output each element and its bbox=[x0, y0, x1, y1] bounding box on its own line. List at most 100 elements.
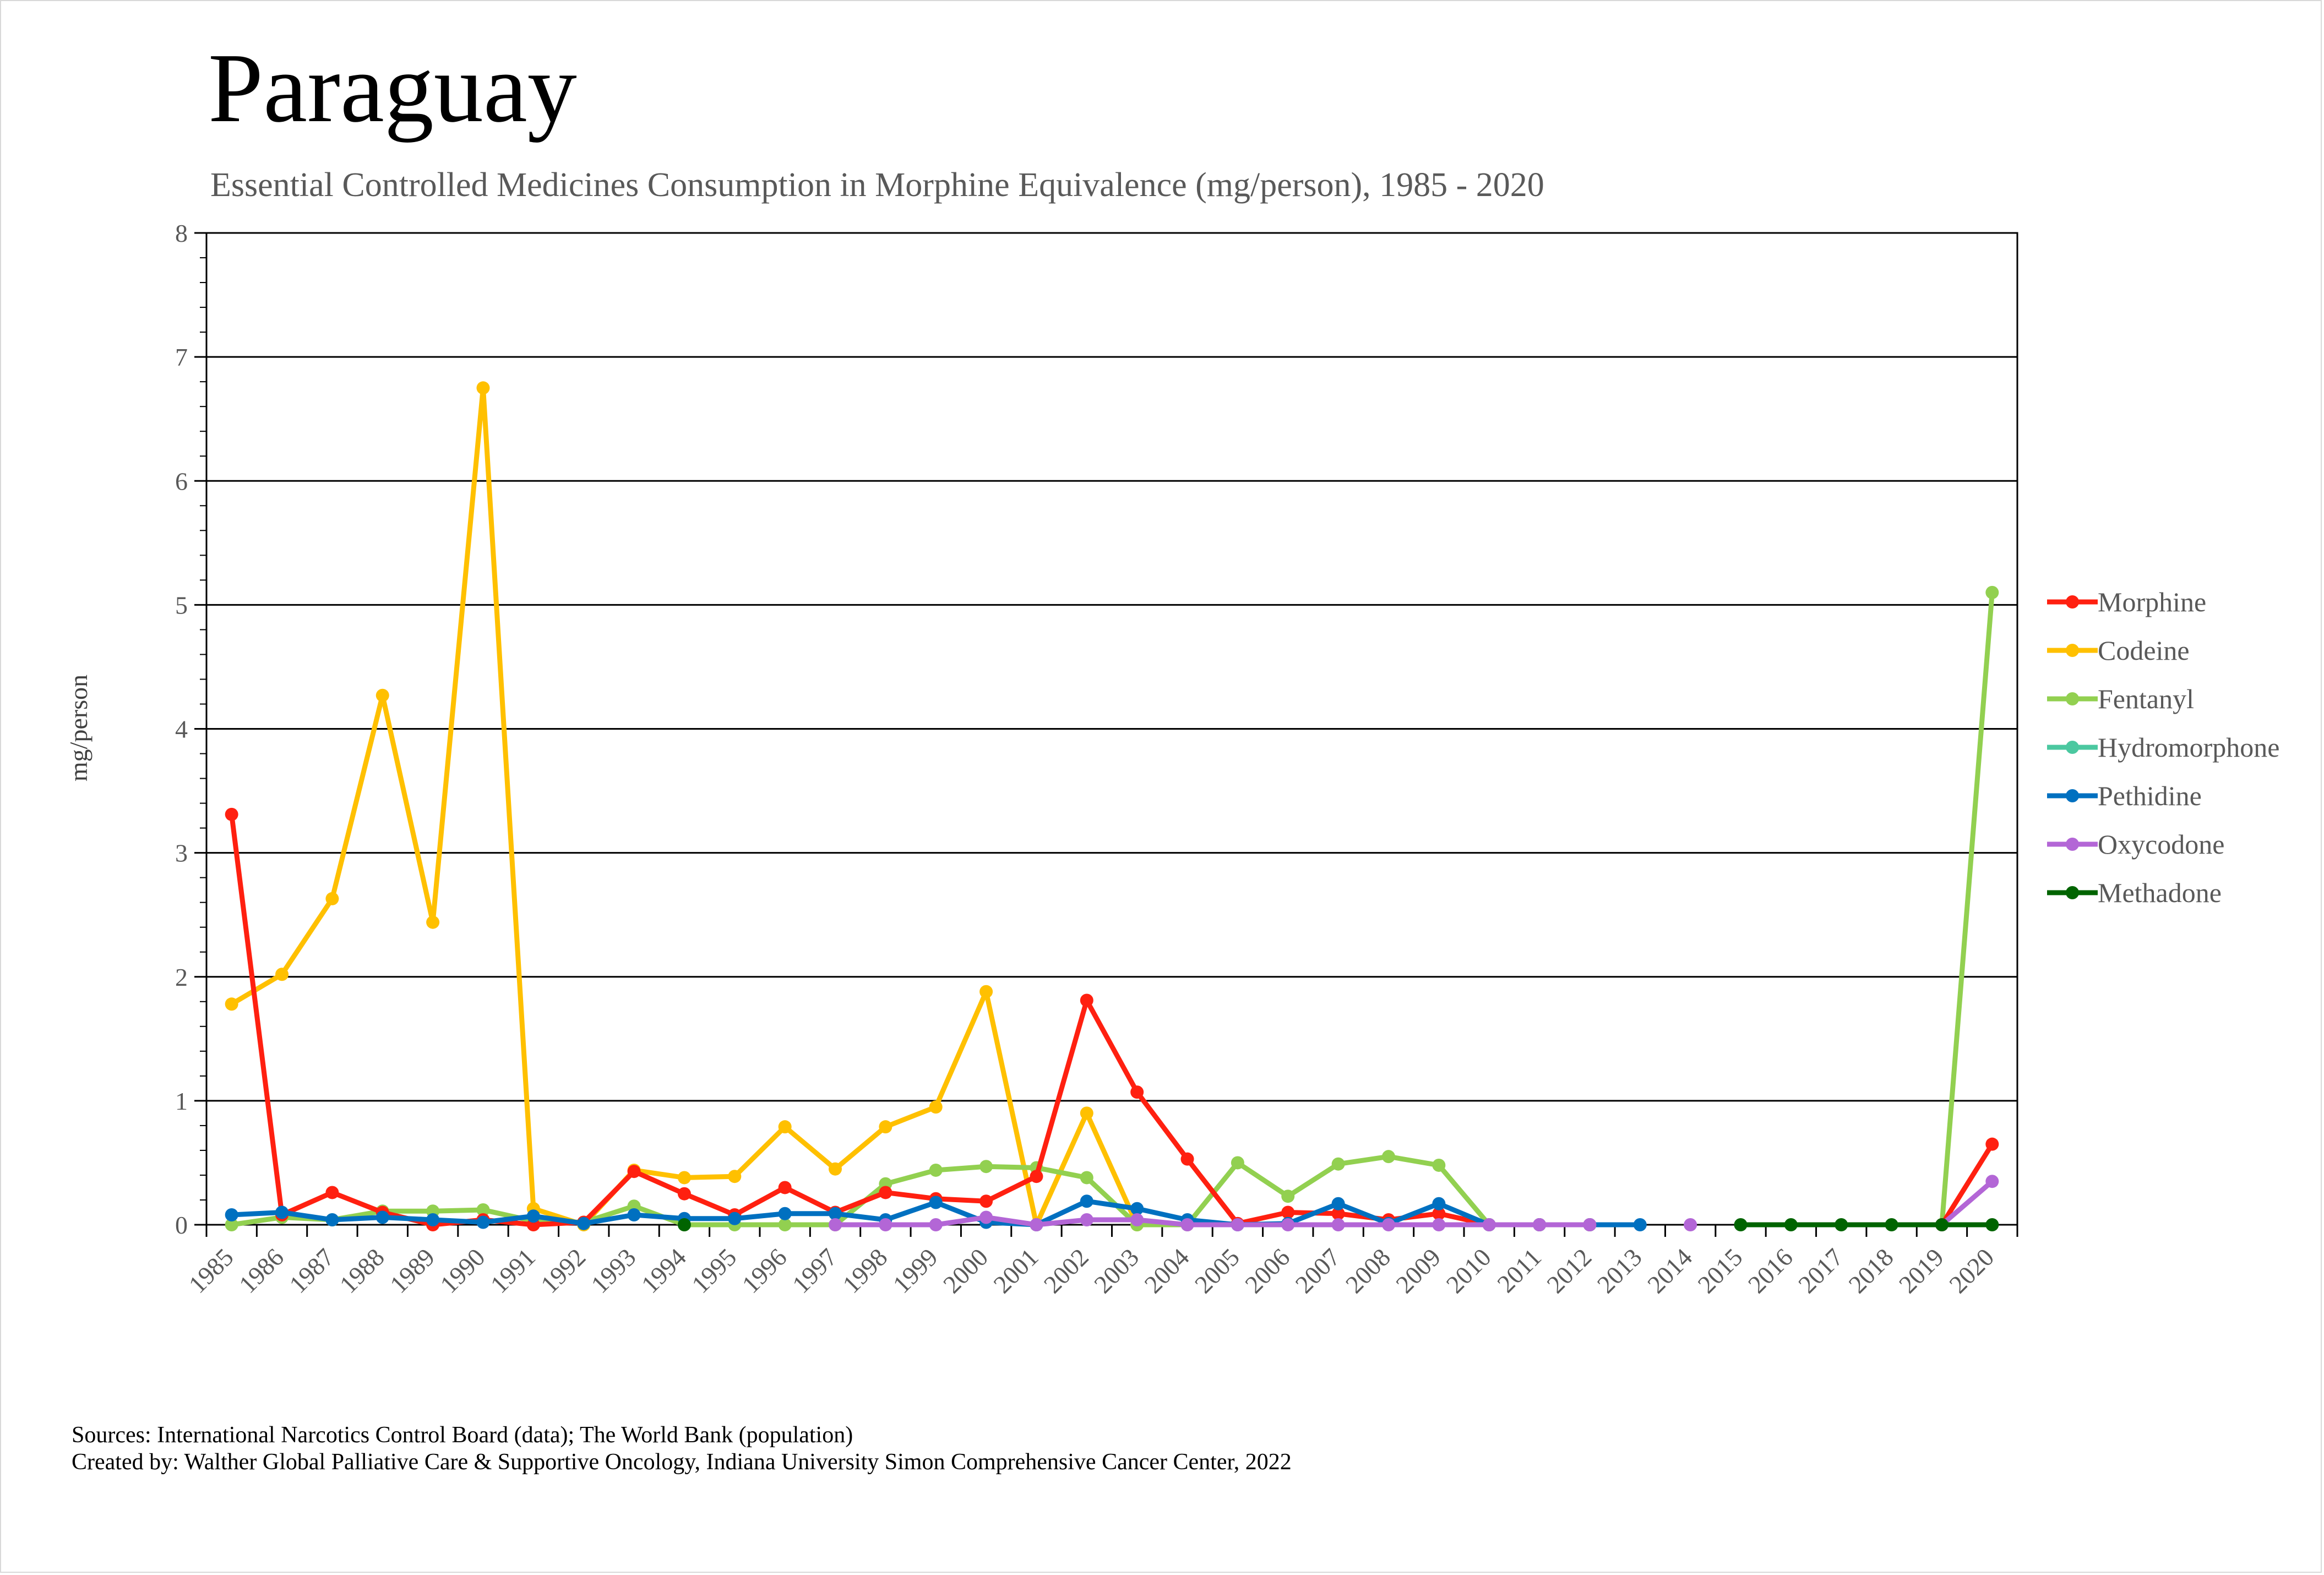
morphine-point-1994 bbox=[677, 1187, 691, 1201]
oxycodone-point-2012 bbox=[1583, 1218, 1597, 1231]
y-tick-label: 2 bbox=[175, 963, 188, 991]
x-tick-label: 2020 bbox=[1944, 1243, 1999, 1299]
x-tick-label: 2004 bbox=[1139, 1243, 1194, 1299]
morphine-point-1998 bbox=[879, 1186, 892, 1199]
legend-item-hydromorphone: Hydromorphone bbox=[2047, 732, 2280, 763]
fentanyl-line bbox=[231, 1154, 1590, 1228]
legend-label-oxycodone: Oxycodone bbox=[2098, 829, 2225, 860]
codeine-point-1994 bbox=[677, 1171, 691, 1185]
x-tick-label: 2010 bbox=[1441, 1243, 1496, 1299]
oxycodone-point-2006 bbox=[1281, 1218, 1295, 1231]
y-tick-label: 1 bbox=[175, 1087, 188, 1115]
series-methadone bbox=[677, 1218, 1999, 1231]
legend-item-oxycodone: Oxycodone bbox=[2047, 829, 2225, 860]
morphine-line bbox=[1940, 1143, 1995, 1226]
x-tick-label: 1986 bbox=[233, 1243, 289, 1299]
pethidine-point-1999 bbox=[929, 1196, 943, 1209]
y-tick-label: 7 bbox=[175, 343, 188, 371]
pethidine-point-1996 bbox=[778, 1207, 792, 1220]
oxycodone-point-2002 bbox=[1080, 1213, 1093, 1226]
fentanyl-point-2020 bbox=[1985, 585, 1999, 599]
legend-item-fentanyl: Fentanyl bbox=[2047, 683, 2194, 714]
legend-marker-oxycodone bbox=[2066, 838, 2079, 851]
x-tick-label: 2015 bbox=[1692, 1243, 1748, 1299]
footer-sources: Sources: International Narcotics Control… bbox=[72, 1422, 853, 1448]
x-tick-label: 1995 bbox=[686, 1243, 742, 1299]
legend-label-morphine: Morphine bbox=[2098, 586, 2206, 617]
x-tick-label: 1991 bbox=[485, 1243, 541, 1299]
x-tick-label: 1988 bbox=[334, 1243, 390, 1299]
codeine-point-1990 bbox=[476, 381, 490, 395]
pethidine-point-2002 bbox=[1080, 1194, 1093, 1208]
pethidine-point-1991 bbox=[526, 1209, 540, 1223]
legend-item-codeine: Codeine bbox=[2047, 635, 2190, 666]
oxycodone-point-1999 bbox=[929, 1218, 943, 1231]
x-tick-label: 1993 bbox=[586, 1243, 641, 1299]
codeine-point-1997 bbox=[829, 1162, 842, 1176]
x-tick-label: 1999 bbox=[888, 1243, 943, 1299]
methadone-point-2020 bbox=[1985, 1218, 1999, 1231]
codeine-point-1998 bbox=[879, 1120, 892, 1134]
oxycodone-point-2005 bbox=[1231, 1218, 1244, 1231]
y-tick-label: 8 bbox=[175, 219, 188, 247]
pethidine-point-1987 bbox=[325, 1213, 339, 1226]
oxycodone-point-2020 bbox=[1985, 1175, 1999, 1188]
pethidine-point-2009 bbox=[1432, 1197, 1446, 1210]
oxycodone-point-2003 bbox=[1130, 1213, 1144, 1226]
x-tick-label: 2008 bbox=[1340, 1243, 1396, 1299]
codeine-point-1988 bbox=[375, 688, 389, 702]
oxycodone-line bbox=[835, 1214, 1590, 1228]
morphine-point-2009 bbox=[1432, 1207, 1446, 1220]
legend-marker-hydromorphone bbox=[2066, 741, 2079, 754]
morphine-point-1985 bbox=[225, 807, 238, 821]
chart-title: Paraguay bbox=[208, 33, 577, 143]
x-tick-label: 2011 bbox=[1492, 1243, 1547, 1298]
pethidine-point-2013 bbox=[1633, 1218, 1647, 1231]
methadone-point-2015 bbox=[1734, 1218, 1748, 1231]
codeine-point-1987 bbox=[325, 892, 339, 905]
methadone-point-2018 bbox=[1885, 1218, 1898, 1231]
legend-item-methadone: Methadone bbox=[2047, 877, 2222, 908]
pethidine-point-1985 bbox=[225, 1208, 238, 1221]
oxycodone-point-2007 bbox=[1331, 1218, 1345, 1231]
legend-label-hydromorphone: Hydromorphone bbox=[2098, 732, 2280, 763]
morphine-point-2000 bbox=[979, 1194, 993, 1208]
chart-subtitle: Essential Controlled Medicines Consumpti… bbox=[210, 166, 1544, 204]
legend-label-methadone: Methadone bbox=[2098, 877, 2222, 908]
x-tick-label: 2016 bbox=[1743, 1243, 1798, 1299]
pethidine-point-1986 bbox=[275, 1205, 289, 1219]
x-tick-label: 2012 bbox=[1541, 1243, 1597, 1299]
oxycodone-point-2009 bbox=[1432, 1218, 1446, 1231]
methadone-point-2019 bbox=[1935, 1218, 1949, 1231]
y-tick-label: 5 bbox=[175, 591, 188, 619]
codeine-point-1999 bbox=[929, 1100, 943, 1114]
pethidine-point-1989 bbox=[426, 1213, 440, 1226]
morphine-point-2004 bbox=[1180, 1152, 1194, 1166]
x-tick-label: 1990 bbox=[434, 1243, 490, 1299]
x-tick-label: 2017 bbox=[1793, 1243, 1848, 1299]
legend-label-fentanyl: Fentanyl bbox=[2098, 683, 2194, 714]
oxycodone-point-2001 bbox=[1030, 1218, 1043, 1231]
axes bbox=[194, 232, 2018, 1237]
fentanyl-point-2002 bbox=[1080, 1171, 1093, 1185]
fentanyl-point-1996 bbox=[778, 1218, 792, 1231]
x-tick-label: 2002 bbox=[1038, 1243, 1094, 1299]
x-tick-label: 2019 bbox=[1893, 1243, 1949, 1299]
legend-item-morphine: Morphine bbox=[2047, 586, 2206, 617]
x-tick-label: 2013 bbox=[1592, 1243, 1647, 1299]
codeine-point-2000 bbox=[979, 985, 993, 998]
codeine-point-1986 bbox=[275, 968, 289, 981]
morphine-point-2007 bbox=[1331, 1207, 1345, 1220]
morphine-point-1993 bbox=[627, 1165, 641, 1178]
legend-marker-pethidine bbox=[2066, 789, 2079, 802]
codeine-point-1996 bbox=[778, 1120, 792, 1134]
y-tick-label: 0 bbox=[175, 1211, 188, 1239]
x-tick-label: 2003 bbox=[1088, 1243, 1144, 1299]
codeine-point-2002 bbox=[1080, 1106, 1093, 1120]
x-tick-label: 1996 bbox=[737, 1243, 792, 1299]
oxycodone-point-2010 bbox=[1482, 1218, 1496, 1231]
morphine-point-2020 bbox=[1985, 1137, 1999, 1151]
pethidine-point-2003 bbox=[1130, 1202, 1144, 1215]
y-tick-label: 3 bbox=[175, 839, 188, 867]
